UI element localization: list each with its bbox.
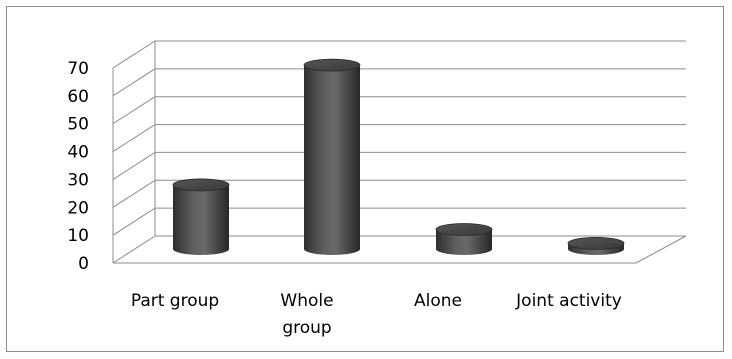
y-axis: 0 10 20 30 40 50 60 70 [67, 59, 89, 274]
bar-body [173, 184, 229, 255]
y-tick-label: 40 [67, 143, 89, 163]
gridline-diagonal [112, 124, 156, 152]
x-tick-label: Alone [414, 291, 462, 311]
gridline-diagonal [112, 235, 156, 264]
gridline-diagonal [112, 40, 156, 69]
x-tick-label: Joint activity [515, 291, 622, 311]
bar-body [436, 229, 492, 255]
chart-frame [6, 6, 724, 352]
x-tick-label: Whole [280, 291, 333, 311]
x-axis: Part group Whole group Alone Joint activity [131, 291, 622, 338]
gridline-diagonal [112, 207, 156, 236]
y-tick-label: 0 [78, 254, 89, 274]
bar [172, 178, 230, 255]
gridline-diagonal [112, 68, 156, 97]
bar-top [303, 58, 361, 72]
bar-top [435, 223, 493, 236]
gridline-diagonal [112, 96, 156, 125]
bars [172, 58, 625, 256]
bar-top [172, 178, 230, 192]
bar [303, 58, 361, 256]
x-tick-label: group [282, 318, 331, 338]
y-tick-label: 50 [67, 115, 89, 135]
y-tick-label: 70 [67, 59, 89, 79]
bar [567, 237, 625, 255]
y-tick-label: 20 [67, 198, 89, 218]
bar-body [304, 65, 360, 256]
y-tick-label: 30 [67, 170, 89, 190]
gridline-diagonal [112, 179, 156, 208]
bar [435, 223, 493, 255]
floor-edge [113, 235, 687, 264]
y-tick-label: 60 [67, 87, 89, 107]
gridline-diagonal [112, 152, 156, 180]
grid [112, 40, 687, 264]
y-tick-label: 10 [67, 226, 89, 246]
bar-top [567, 237, 625, 250]
x-tick-label: Part group [131, 291, 219, 311]
